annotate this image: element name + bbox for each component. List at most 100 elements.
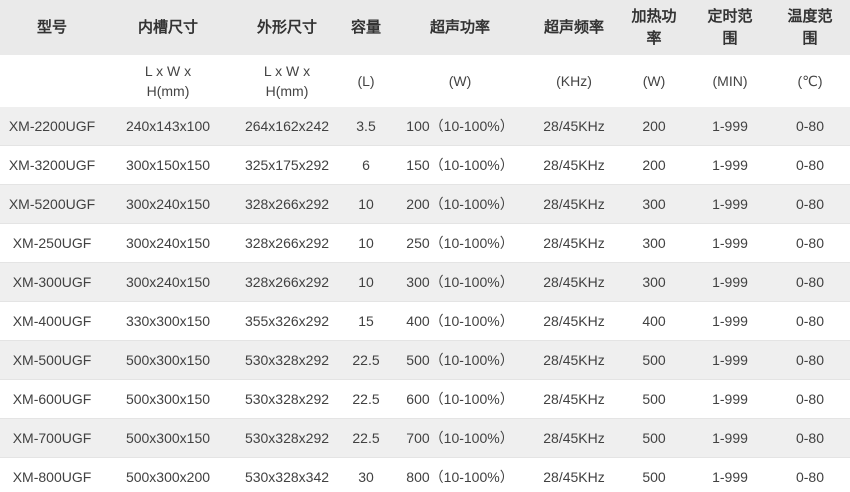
unit-inner-tank-size: L x W x H(mm) [104,55,232,107]
spec-cell: 1-999 [712,430,748,446]
spec-cell: 6 [362,157,370,173]
spec-cell: 300 [642,274,666,290]
spec-cell: 0-80 [795,313,825,329]
spec-cell: 264x162x242 [244,118,330,134]
header-outer-size: 外形尺寸 [232,0,342,55]
spec-cell: 1-999 [712,352,748,368]
spec-cell: 200（10-100%） [406,196,514,212]
header-timer-range: 定时范 围 [690,0,770,55]
spec-cell: 300 [642,235,666,251]
header-heating-power: 加热功 率 [618,0,690,55]
spec-cell: 28/45KHz [543,118,605,134]
unit-model [0,55,104,107]
spec-cell: 28/45KHz [543,235,605,251]
table-row: XM-700UGF 500x300x150 530x328x292 22.5 700（1… [0,418,850,458]
spec-cell: 600（10-100%） [406,391,514,407]
spec-cell: 500x300x150 [125,391,211,407]
spec-cell: 1-999 [712,313,748,329]
spec-cell: 15 [358,313,374,329]
table-row: XM-2200UGF 240x143x100 264x162x242 3.5 100（1… [0,107,850,146]
header-ultrasonic-power: 超声功率 [390,0,530,55]
spec-cell: 30 [358,469,374,485]
spec-cell: 300x150x150 [125,157,211,173]
spec-cell: 328x266x292 [244,235,330,251]
spec-cell: 400 [642,313,666,329]
spec-cell: 300x240x150 [125,274,211,290]
spec-cell: 0-80 [795,157,825,173]
spec-cell: 0-80 [795,235,825,251]
unit-heating-power: (W) [618,55,690,107]
header-capacity: 容量 [342,0,390,55]
spec-cell: 800（10-100%） [406,469,514,485]
spec-cell: 1-999 [712,391,748,407]
spec-cell: 28/45KHz [543,274,605,290]
units-row: L x W x H(mm) L x W x H(mm) (L) (W) (KHz… [0,55,850,107]
spec-cell: XM-700UGF [12,430,92,446]
unit-outer-size: L x W x H(mm) [232,55,342,107]
unit-timer-range: (MIN) [690,55,770,107]
spec-cell: 1-999 [712,196,748,212]
table-row: XM-600UGF 500x300x150 530x328x292 22.5 600（1… [0,379,850,419]
spec-cell: 1-999 [712,157,748,173]
table-row: XM-300UGF 300x240x150 328x266x292 10 300（10-… [0,262,850,302]
spec-cell: XM-250UGF [12,235,92,251]
spec-cell: 500 [642,391,666,407]
spec-cell: 240x143x100 [125,118,211,134]
table-body: XM-2200UGF 240x143x100 264x162x242 3.5 100（1… [0,107,850,492]
spec-cell: 200 [642,118,666,134]
spec-cell: 28/45KHz [543,469,605,485]
spec-cell: 0-80 [795,352,825,368]
spec-cell: 300x240x150 [125,196,211,212]
spec-cell: XM-5200UGF [8,196,96,212]
spec-cell: 150（10-100%） [406,157,514,173]
spec-cell: XM-800UGF [12,469,92,485]
spec-cell: XM-3200UGF [8,157,96,173]
spec-cell: 530x328x292 [244,391,330,407]
spec-cell: 530x328x292 [244,430,330,446]
spec-cell: 22.5 [352,430,380,446]
spec-cell: 10 [358,196,374,212]
spec-cell: 0-80 [795,196,825,212]
spec-cell: 500 [642,430,666,446]
spec-cell: 1-999 [712,118,748,134]
spec-cell: 28/45KHz [543,352,605,368]
spec-cell: 1-999 [712,469,748,485]
header-row: 型号 内槽尺寸 外形尺寸 容量 超声功率 超声频率 加热功 率 定时范 围 温度… [0,0,850,55]
spec-cell: 0-80 [795,469,825,485]
spec-cell: 300x240x150 [125,235,211,251]
spec-cell: 500x300x150 [125,352,211,368]
spec-cell: 0-80 [795,391,825,407]
spec-cell: 500 [642,352,666,368]
unit-temperature-range: (℃) [770,55,850,107]
spec-cell: 10 [358,274,374,290]
spec-cell: 328x266x292 [244,274,330,290]
spec-cell: 0-80 [795,274,825,290]
spec-cell: 0-80 [795,430,825,446]
spec-cell: 3.5 [356,118,376,134]
spec-cell: 500x300x200 [125,469,211,485]
spec-cell: 28/45KHz [543,313,605,329]
spec-cell: 300（10-100%） [406,274,514,290]
spec-cell: 28/45KHz [543,196,605,212]
spec-cell: 400（10-100%） [406,313,514,329]
spec-cell: 22.5 [352,352,380,368]
spec-cell: 200 [642,157,666,173]
spec-cell: 28/45KHz [543,157,605,173]
spec-cell: 530x328x342 [244,469,330,485]
spec-cell: XM-500UGF [12,352,92,368]
spec-cell: XM-300UGF [12,274,92,290]
spec-cell: 10 [358,235,374,251]
spec-cell: 325x175x292 [244,157,330,173]
table-row: XM-500UGF 500x300x150 530x328x292 22.5 500（1… [0,340,850,380]
spec-cell: 1-999 [712,235,748,251]
spec-cell: XM-600UGF [12,391,92,407]
spec-cell: 1-999 [712,274,748,290]
spec-cell: 22.5 [352,391,380,407]
spec-cell: 300 [642,196,666,212]
table-row: XM-5200UGF 300x240x150 328x266x292 10 200（10… [0,184,850,224]
unit-ultrasonic-power: (W) [390,55,530,107]
spec-cell: 330x300x150 [125,313,211,329]
unit-ultrasonic-frequency: (KHz) [530,55,618,107]
